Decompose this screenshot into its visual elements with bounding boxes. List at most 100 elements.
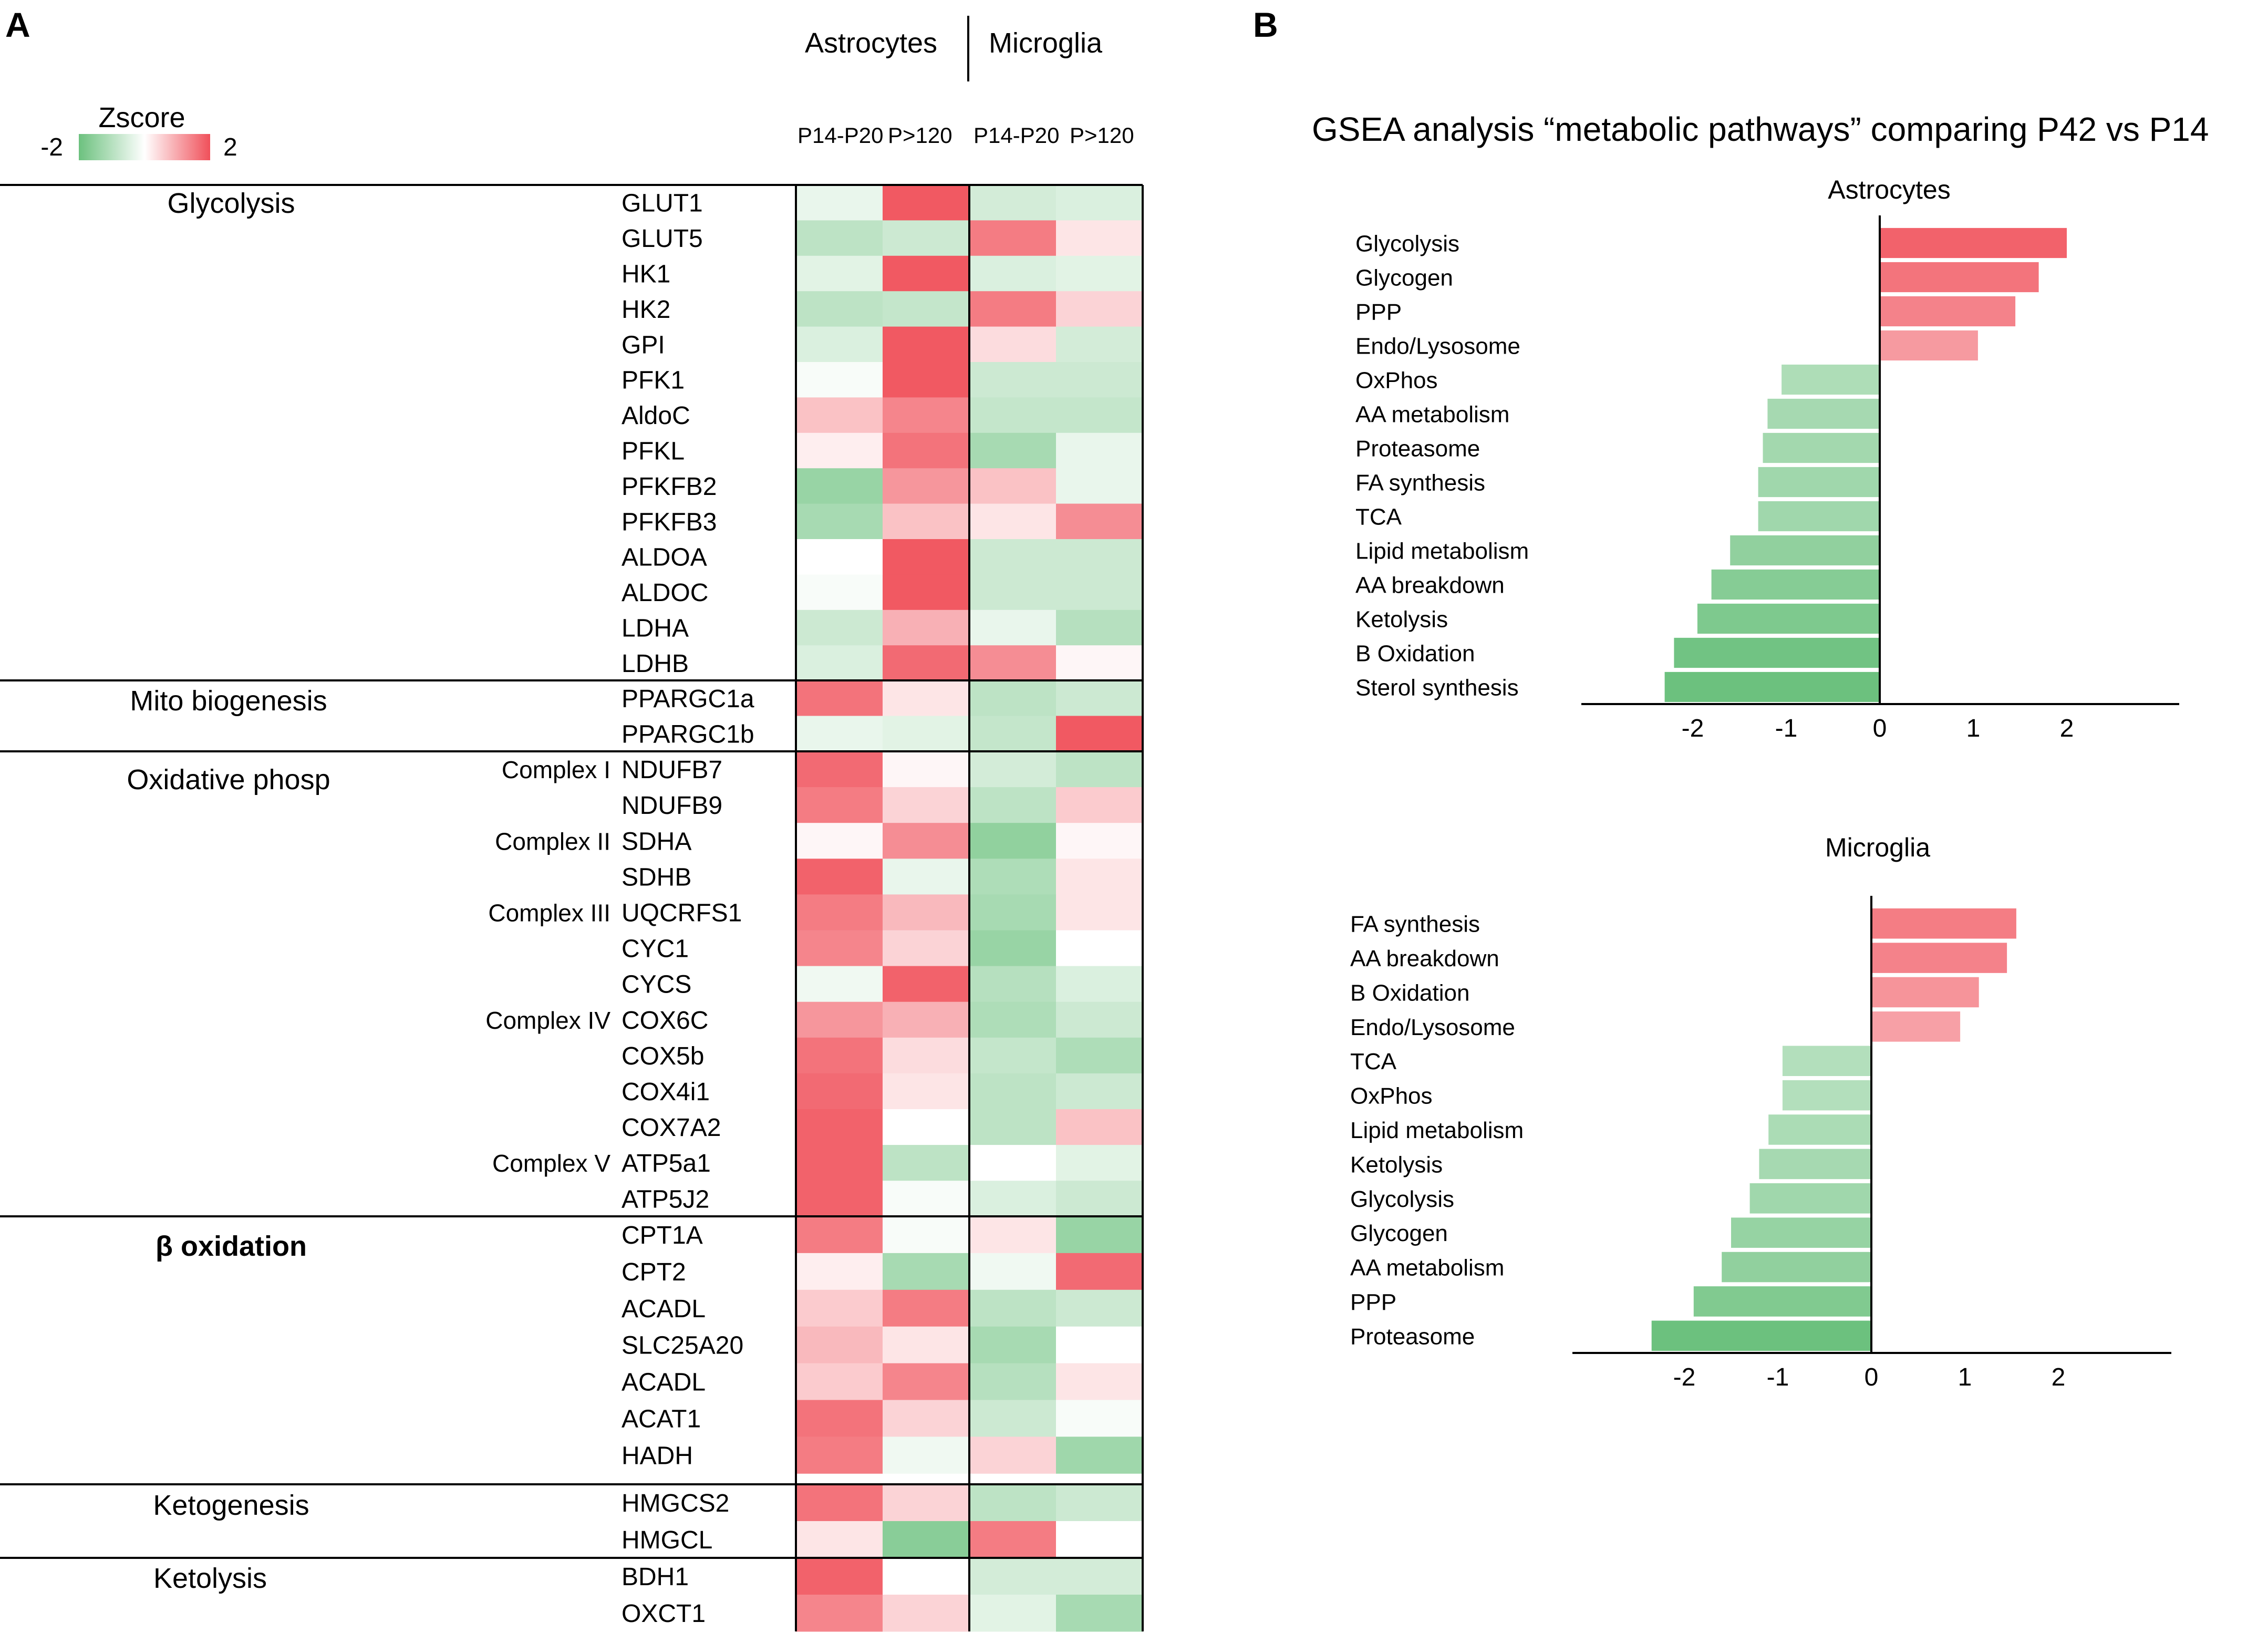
heatmap-cell	[883, 1436, 970, 1474]
gene-label: NDUFB9	[622, 792, 722, 820]
column-header: P14-P20	[974, 123, 1059, 148]
gsea-bar	[1880, 330, 1978, 361]
pathway-label: FA synthesis	[1350, 912, 1480, 937]
heatmap-cell	[883, 1073, 970, 1110]
gsea-bar	[1871, 908, 2016, 939]
heatmap-cell	[796, 1436, 883, 1474]
gene-label: ACADL	[622, 1369, 706, 1397]
heatmap-cell	[796, 220, 883, 256]
heatmap-cell	[969, 574, 1057, 611]
heatmap-cell	[796, 362, 883, 398]
gene-label: COX6C	[622, 1007, 708, 1035]
heatmap-cell	[969, 1289, 1057, 1327]
gene-label: ACAT1	[622, 1405, 701, 1433]
heatmap-cell	[1056, 1216, 1143, 1254]
gsea-bar	[1674, 637, 1880, 668]
pathway-label: Glycolysis	[1355, 231, 1459, 257]
heatmap-cell	[796, 787, 883, 823]
gene-label: AldoC	[622, 402, 690, 430]
heatmap-cell	[969, 716, 1057, 752]
pathway-label: PPP	[1355, 299, 1402, 325]
pathway-label: B Oxidation	[1355, 641, 1475, 667]
heatmap-cell	[796, 1363, 883, 1400]
gene-label: PFK1	[622, 367, 685, 395]
heatmap-cell	[1056, 1400, 1143, 1437]
x-tick-label: 0	[1865, 1363, 1879, 1391]
astro-chart-title: Astrocytes	[1828, 175, 1950, 204]
gsea-bar	[1880, 296, 2016, 327]
pathway-label: Glycolysis	[1350, 1186, 1454, 1212]
gene-label: LDHA	[622, 615, 689, 643]
heatmap-cell	[796, 1326, 883, 1364]
heatmap-cell	[883, 432, 970, 469]
subgroup-label: Complex V	[492, 1150, 610, 1177]
heatmap-cell	[796, 716, 883, 752]
heatmap-cell	[883, 1109, 970, 1145]
heatmap-cell	[883, 645, 970, 681]
gene-label: COX4i1	[622, 1078, 710, 1106]
heatmap-cell	[883, 751, 970, 788]
gene-label: ACADL	[622, 1295, 706, 1323]
heatmap-cell	[1056, 503, 1143, 540]
heatmap-cell	[969, 609, 1057, 646]
heatmap-cell	[796, 680, 883, 716]
gsea-bar	[1880, 228, 2067, 259]
heatmap-cell	[883, 539, 970, 575]
heatmap-cell	[796, 1216, 883, 1254]
heatmap-cell	[1056, 1363, 1143, 1400]
panel-label-b: B	[1253, 5, 1278, 44]
heatmap-cell	[969, 894, 1057, 931]
heatmap-cell	[1056, 1073, 1143, 1110]
heatmap-cell	[1056, 1289, 1143, 1327]
heatmap-cell	[883, 859, 970, 895]
heatmap-cell	[1056, 751, 1143, 788]
heatmap-cell	[969, 823, 1057, 859]
column-header: P>120	[888, 123, 952, 148]
heatmap-cell	[969, 291, 1057, 327]
heatmap-cell	[883, 609, 970, 646]
gene-label: COX5b	[622, 1042, 704, 1070]
subgroup-label: Complex I	[502, 756, 610, 783]
heatmap-cells	[796, 185, 1143, 1632]
pathway-label: Lipid metabolism	[1355, 539, 1529, 564]
heatmap-cell	[969, 680, 1057, 716]
panel-a: A Astrocytes Microglia Zscore -2 2 P14-P…	[0, 5, 1144, 1632]
heatmap-cell	[969, 1400, 1057, 1437]
pathway-label: Glycogen	[1350, 1221, 1448, 1246]
heatmap-cell	[969, 185, 1057, 221]
heatmap-cell	[883, 574, 970, 611]
gsea-bar	[1664, 671, 1880, 702]
heatmap-cell	[1056, 1521, 1143, 1558]
heatmap-cell	[796, 1400, 883, 1437]
gsea-bar	[1871, 1011, 1961, 1042]
heatmap-cell	[969, 1436, 1057, 1474]
heatmap-cell	[969, 1073, 1057, 1110]
pathway-label: Lipid metabolism	[1350, 1118, 1524, 1143]
gene-label: PPARGC1b	[622, 720, 754, 748]
pathway-label: Sterol synthesis	[1355, 675, 1519, 701]
gene-label: HK2	[622, 296, 670, 324]
legend-min-label: -2	[40, 133, 63, 161]
heatmap-cell	[796, 1001, 883, 1038]
heatmap-cell	[883, 1145, 970, 1181]
heatmap-cell	[969, 645, 1057, 681]
heatmap-cell	[969, 1363, 1057, 1400]
heatmap-cell	[1056, 432, 1143, 469]
gsea-bar	[1880, 262, 2039, 293]
heatmap-cell	[969, 751, 1057, 788]
pathway-label: Endo/Lysosome	[1355, 334, 1520, 359]
heatmap-cell	[1056, 859, 1143, 895]
gene-label: BDH1	[622, 1563, 689, 1591]
heatmap-cell	[796, 574, 883, 611]
x-tick-label: -2	[1673, 1363, 1696, 1391]
heatmap-cell	[796, 1484, 883, 1522]
pathway-label: PPP	[1350, 1289, 1396, 1315]
heatmap-cell	[1056, 1326, 1143, 1364]
gsea-bar	[1722, 1252, 1871, 1283]
gsea-bar	[1871, 943, 2007, 973]
heatmap-cell	[1056, 966, 1143, 1002]
heatmap-cell	[883, 1181, 970, 1217]
heatmap-cell	[883, 185, 970, 221]
heatmap-cell	[883, 326, 970, 363]
gene-label: HADH	[622, 1442, 693, 1470]
